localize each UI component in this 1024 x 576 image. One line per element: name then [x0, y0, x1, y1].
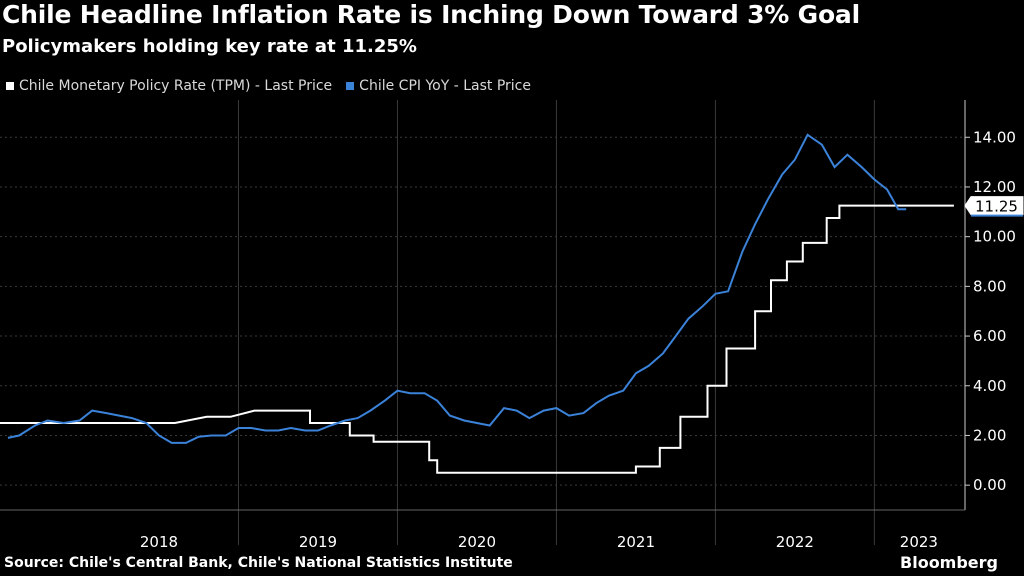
chart-subtitle: Policymakers holding key rate at 11.25%	[2, 36, 417, 57]
x-tick-label: 2021	[617, 533, 655, 551]
x-tick-label: 2018	[140, 533, 178, 551]
chart-legend: Chile Monetary Policy Rate (TPM) - Last …	[6, 77, 531, 95]
x-tick-label: 2020	[458, 533, 496, 551]
x-tick-label: 2023	[900, 533, 938, 551]
last-value-cpi-marker	[971, 214, 1023, 217]
y-tick-label: 6.00	[973, 327, 1006, 345]
legend-label-cpi: Chile CPI YoY - Last Price	[359, 78, 531, 94]
series-line-cpi	[7, 133, 907, 444]
y-tick-label: 2.00	[973, 426, 1006, 444]
legend-label-tpm: Chile Monetary Policy Rate (TPM) - Last …	[19, 78, 333, 94]
bloomberg-logo: Bloomberg	[900, 553, 998, 572]
chart-title: Chile Headline Inflation Rate is Inching…	[2, 0, 860, 29]
y-tick-label: 0.00	[973, 476, 1006, 494]
last-value-label: 11.25	[975, 198, 1018, 216]
legend-item-cpi: Chile CPI YoY - Last Price	[346, 78, 531, 94]
x-tick-label: 2019	[299, 533, 337, 551]
y-tick-label: 4.00	[973, 377, 1006, 395]
y-tick-label: 12.00	[973, 178, 1016, 196]
x-tick-label: 2022	[776, 533, 814, 551]
legend-item-tpm: Chile Monetary Policy Rate (TPM) - Last …	[6, 78, 332, 94]
legend-swatch-tpm	[6, 82, 14, 90]
last-value-badge	[964, 196, 1024, 216]
source-note: Source: Chile's Central Bank, Chile's Na…	[4, 555, 513, 571]
y-tick-label: 10.00	[973, 228, 1016, 246]
legend-swatch-cpi	[346, 82, 355, 90]
y-tick-label: 8.00	[973, 277, 1006, 295]
series-line-tpm	[0, 204, 954, 474]
y-tick-label: 14.00	[973, 128, 1016, 146]
